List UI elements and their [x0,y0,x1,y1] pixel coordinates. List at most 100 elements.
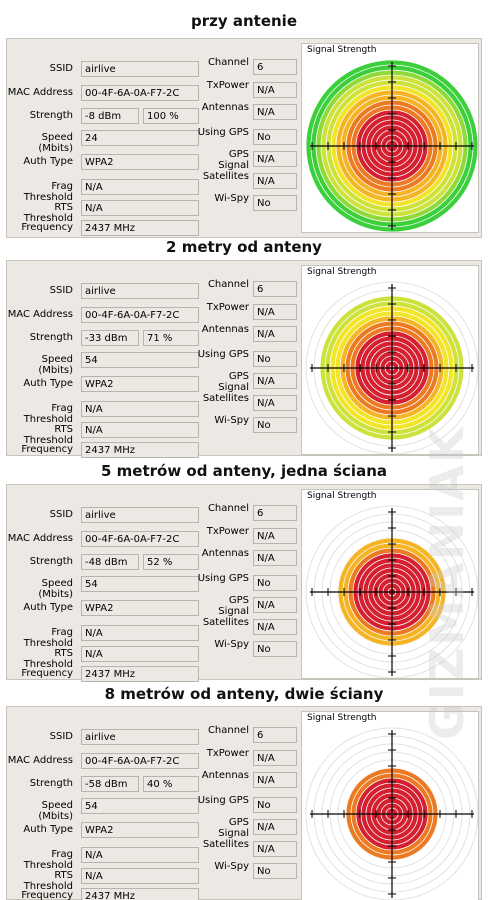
field-label: Frag Threshold [23,849,73,871]
field-label: RTS Threshold [23,424,73,446]
signal-target [305,59,479,233]
section-title: 8 metrów od anteny, dwie ściany [104,685,384,703]
field-label: Frequency [21,444,73,455]
signal-target [305,281,479,455]
field-value: N/A [253,550,297,566]
field-label: SSID [49,509,73,520]
field-label: SSID [49,63,73,74]
field-value: N/A [81,646,199,662]
field-label: Auth Type [23,824,73,835]
field-value: -58 dBm [81,776,139,792]
field-value: N/A [253,173,297,189]
field-label: Auth Type [23,602,73,613]
field-label: Antennas [201,324,249,335]
field-label: Using GPS [197,349,249,360]
panel: SSID airlive MAC Address 00-4F-6A-0A-F7-2C S… [6,260,482,458]
field-value: No [253,641,297,657]
field-value: WPA2 [81,154,199,170]
field-label: TxPower [206,302,249,313]
field-value: WPA2 [81,600,199,616]
field-value: 00-4F-6A-0A-F7-2C [81,753,199,769]
field-label: Satellites [202,393,249,404]
field-label: TxPower [206,526,249,537]
field-label: MAC Address [7,533,73,544]
field-value: No [253,797,297,813]
field-label: SSID [49,285,73,296]
field-label: Antennas [201,548,249,559]
field-label: Auth Type [23,156,73,167]
field-label: Frequency [21,668,73,679]
field-value: 40 % [143,776,199,792]
field-value: -48 dBm [81,554,139,570]
field-value: airlive [81,729,199,745]
field-label: Strength [29,332,73,343]
field-label: Satellites [202,617,249,628]
field-value: N/A [253,619,297,635]
field-label: GPS Signal [218,149,249,171]
field-value: N/A [253,304,297,320]
section-title: przy antenie [190,12,297,30]
section-title: 5 metrów od anteny, jedna ściana [101,462,387,480]
field-value: 54 [81,352,199,368]
field-label: Channel [207,279,249,290]
field-label: Strength [29,778,73,789]
field-value: No [253,575,297,591]
field-value: -33 dBm [81,330,139,346]
field-value: No [253,863,297,879]
field-label: Using GPS [197,573,249,584]
field-label: Using GPS [197,795,249,806]
field-value: 6 [253,727,297,743]
field-label: Speed (Mbits) [38,578,73,600]
field-value: 24 [81,130,199,146]
field-value: No [253,195,297,211]
field-label: Speed (Mbits) [38,800,73,822]
field-label: Frag Threshold [23,627,73,649]
signal-label: Signal Strength [307,45,377,55]
field-value: N/A [81,847,199,863]
field-label: Antennas [201,770,249,781]
field-value: 6 [253,59,297,75]
signal-label: Signal Strength [307,267,377,277]
signal-label: Signal Strength [307,491,377,501]
signal-frame [301,489,479,679]
field-value: No [253,417,297,433]
field-value: No [253,129,297,145]
field-label: Speed (Mbits) [38,354,73,376]
field-label: GPS Signal [218,595,249,617]
field-value: 2437 MHz [81,442,199,458]
field-value: N/A [81,200,199,216]
field-label: RTS Threshold [23,648,73,670]
panel: SSID airlive MAC Address 00-4F-6A-0A-F7-2C S… [6,706,482,900]
field-label: Frag Threshold [23,403,73,425]
field-label: Strength [29,110,73,121]
field-value: WPA2 [81,376,199,392]
signal-target [305,727,479,900]
panel: SSID airlive MAC Address 00-4F-6A-0A-F7-2C S… [6,484,482,682]
field-value: 100 % [143,108,199,124]
section-title: 2 metry od anteny [166,238,322,256]
field-value: 52 % [143,554,199,570]
field-value: WPA2 [81,822,199,838]
field-label: MAC Address [7,755,73,766]
field-label: Speed (Mbits) [38,132,73,154]
field-value: N/A [253,528,297,544]
field-label: GPS Signal [218,371,249,393]
field-value: 00-4F-6A-0A-F7-2C [81,307,199,323]
watermark: GIZMANIAK [420,425,474,740]
field-label: GPS Signal [218,817,249,839]
field-value: N/A [253,395,297,411]
field-value: N/A [253,819,297,835]
field-value: N/A [253,772,297,788]
field-label: Frequency [21,890,73,900]
field-label: Channel [207,725,249,736]
field-value: 2437 MHz [81,888,199,900]
field-label: RTS Threshold [23,202,73,224]
field-value: N/A [81,625,199,641]
field-value: N/A [81,868,199,884]
field-label: Auth Type [23,378,73,389]
field-value: airlive [81,61,199,77]
field-value: N/A [253,597,297,613]
field-value: N/A [253,151,297,167]
field-value: N/A [253,373,297,389]
